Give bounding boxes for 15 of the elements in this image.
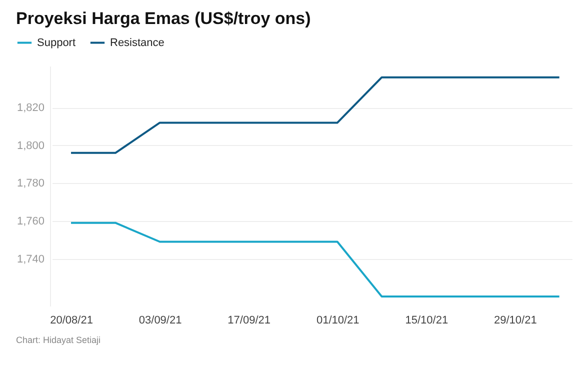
x-tick-label: 03/09/21 (138, 314, 182, 326)
y-tick-label: 1,820 (16, 102, 44, 114)
chart-title: Proyeksi Harga Emas (US$/troy ons) (16, 9, 311, 28)
legend-label: Resistance (110, 36, 164, 49)
legend-label: Support (37, 36, 76, 49)
y-tick-label: 1,780 (16, 178, 44, 190)
x-tick-label: 20/08/21 (50, 314, 93, 326)
y-tick-label: 1,800 (16, 140, 44, 152)
x-tick-label: 01/10/21 (316, 314, 360, 326)
text: Chart: Hidayat Setiaji (16, 335, 101, 345)
x-tick-label: 29/10/21 (494, 314, 537, 326)
y-tick-label: 1,740 (16, 253, 44, 266)
x-tick-label: 17/09/21 (228, 314, 270, 326)
y-tick-label: 1,760 (16, 215, 44, 228)
x-tick-label: 15/10/21 (405, 314, 448, 326)
